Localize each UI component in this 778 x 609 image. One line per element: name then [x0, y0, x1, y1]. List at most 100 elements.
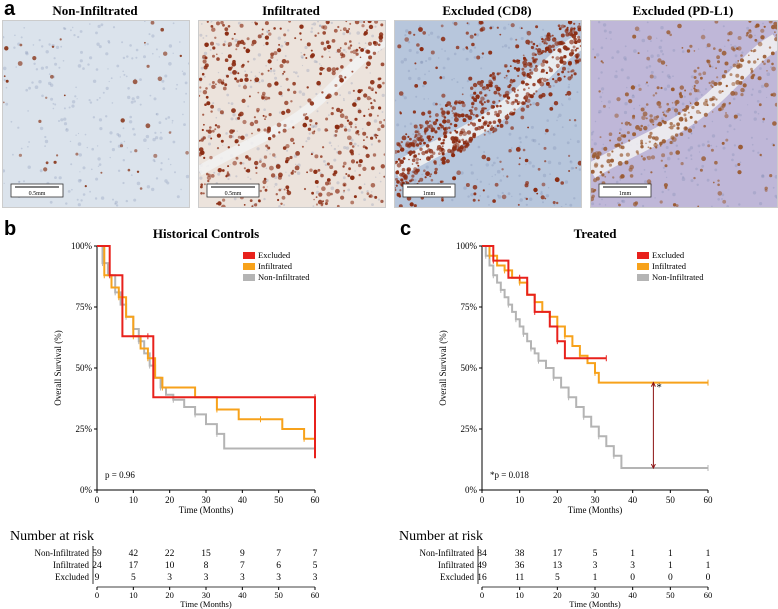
nucleus-dot	[155, 113, 158, 115]
stain-speck	[752, 50, 755, 53]
stain-speck	[510, 126, 514, 130]
stain-speck	[542, 38, 547, 43]
nucleus-dot	[658, 45, 662, 50]
stain-speck	[179, 54, 182, 58]
nucleus-dot	[147, 148, 149, 150]
nucleus-dot	[690, 132, 693, 135]
stain-speck	[202, 113, 205, 116]
nucleus-dot	[379, 180, 382, 183]
stain-speck	[56, 154, 59, 157]
stain-speck	[377, 84, 382, 89]
nucleus-dot	[330, 21, 333, 25]
stain-speck	[565, 93, 567, 96]
stain-speck	[350, 200, 355, 205]
stain-speck	[459, 130, 464, 135]
stain-speck	[443, 116, 447, 119]
nucleus-dot	[672, 49, 676, 52]
nucleus-dot	[27, 165, 31, 169]
legend-swatch-infiltrated	[637, 263, 649, 270]
stain-speck	[573, 72, 577, 76]
nucleus-dot	[369, 72, 371, 74]
nucleus-dot	[114, 202, 117, 205]
nucleus-dot	[494, 174, 497, 176]
stain-speck	[220, 21, 224, 25]
nucleus-dot	[425, 165, 429, 169]
stain-speck	[232, 70, 237, 75]
nucleus-dot	[663, 110, 666, 113]
nucleus-dot	[620, 68, 624, 72]
stain-speck	[600, 164, 604, 168]
nucleus-dot	[347, 128, 351, 132]
risk-x-tick-label: 40	[628, 590, 637, 600]
nucleus-dot	[663, 87, 668, 91]
stain-speck	[348, 121, 353, 126]
stain-speck	[492, 126, 495, 129]
nucleus-dot	[5, 86, 8, 89]
nucleus-dot	[420, 60, 424, 64]
nucleus-dot	[217, 107, 221, 112]
stain-speck	[203, 156, 206, 159]
stain-speck	[482, 189, 485, 192]
stain-speck	[499, 160, 502, 163]
nucleus-dot	[208, 83, 212, 86]
nucleus-dot	[76, 198, 79, 201]
stain-speck	[216, 125, 221, 129]
nucleus-dot	[24, 50, 29, 55]
stain-speck	[559, 56, 564, 61]
nucleus-dot	[315, 92, 318, 96]
x-tick-label: 40	[238, 495, 248, 505]
nucleus-dot	[105, 52, 109, 56]
legend-swatch-non-infiltrated	[637, 274, 649, 281]
series-line-non-infiltrated	[482, 245, 708, 469]
stain-speck	[232, 59, 236, 64]
stain-speck	[557, 73, 560, 76]
stain-speck	[444, 119, 446, 122]
stain-speck	[277, 175, 282, 180]
stain-speck	[597, 151, 602, 156]
stain-speck	[400, 178, 404, 182]
stain-speck	[331, 71, 336, 76]
stain-speck	[479, 91, 483, 95]
nucleus-dot	[139, 103, 142, 106]
nucleus-dot	[151, 187, 155, 192]
stain-speck	[448, 126, 451, 130]
stain-speck	[419, 135, 423, 139]
nucleus-dot	[724, 45, 726, 47]
nucleus-dot	[442, 66, 446, 70]
nucleus-dot	[247, 105, 250, 108]
nucleus-dot	[86, 146, 89, 149]
stain-speck	[434, 167, 438, 172]
stain-speck	[262, 186, 265, 189]
legend-label-non-infiltrated: Non-Infiltrated	[652, 272, 704, 282]
stain-speck	[249, 121, 255, 127]
nucleus-dot	[32, 44, 35, 46]
nucleus-dot	[87, 63, 90, 66]
nucleus-dot	[82, 193, 86, 196]
stain-speck	[370, 102, 373, 105]
nucleus-dot	[454, 104, 457, 107]
stain-speck	[533, 187, 538, 193]
nucleus-dot	[752, 191, 757, 195]
nucleus-dot	[598, 111, 600, 114]
stain-speck	[344, 76, 347, 79]
stain-speck	[282, 72, 284, 75]
stain-speck	[444, 126, 449, 131]
stain-speck	[689, 44, 693, 48]
stain-speck	[536, 192, 539, 195]
stain-speck	[413, 204, 417, 207]
stain-speck	[211, 27, 216, 32]
stain-speck	[145, 123, 151, 129]
stain-speck	[221, 204, 226, 207]
stain-speck	[300, 38, 302, 41]
stain-speck	[489, 127, 494, 131]
nucleus-dot	[697, 144, 701, 148]
nucleus-dot	[310, 27, 314, 30]
nucleus-dot	[203, 51, 208, 56]
nucleus-dot	[700, 93, 703, 96]
stain-speck	[211, 129, 215, 133]
nucleus-dot	[99, 97, 101, 99]
stain-speck	[745, 34, 749, 37]
nucleus-dot	[105, 86, 109, 90]
nucleus-dot	[475, 33, 480, 37]
stain-speck	[595, 155, 600, 160]
